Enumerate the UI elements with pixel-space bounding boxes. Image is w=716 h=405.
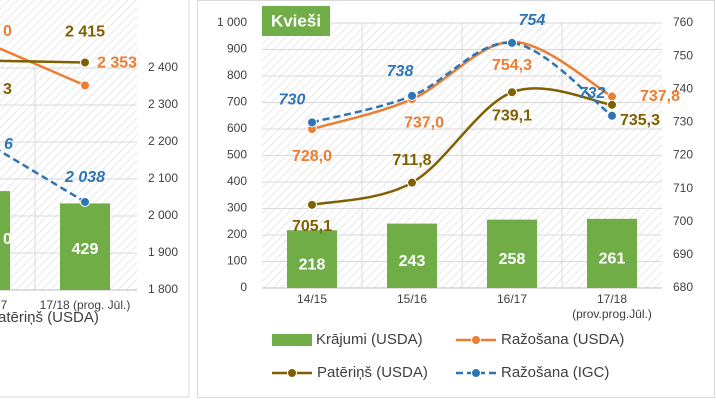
x-tick-label: 16/17 [497, 292, 527, 306]
series-marker [407, 90, 417, 101]
series-marker [607, 91, 617, 102]
legend-label: Ražošana (USDA) [501, 331, 624, 348]
series-marker [507, 87, 517, 98]
series-line [311, 41, 613, 124]
bar [387, 223, 437, 288]
chart-title: Kvieši [271, 11, 321, 30]
x-tick-label: 17/18 (prov.prog.Jūl.) [572, 292, 652, 321]
y2-tick-label: 760 [673, 15, 693, 29]
x-tick-label: 7 [1, 298, 8, 312]
legend-label: Patēriņš (USDA) [317, 364, 428, 381]
x-tick-label: 14/15 [297, 292, 327, 306]
series-value-label: 2 415 [65, 24, 105, 41]
y-tick-label: 400 [227, 174, 247, 188]
series-value-label: 754,3 [492, 57, 532, 74]
y-tick-label: 200 [227, 227, 247, 241]
y-tick-label: 700 [227, 95, 247, 109]
series-value-label: 737,8 [640, 88, 680, 105]
series-value-label: 730 [279, 92, 306, 109]
legend-marker [471, 368, 481, 378]
y-tick-label: 100 [227, 254, 247, 268]
series-marker [607, 99, 617, 110]
bar [60, 203, 110, 290]
y2-tick-label: 2 000 [148, 208, 178, 222]
legend-marker [287, 368, 297, 378]
legend-marker [471, 335, 481, 345]
y-tick-label: 800 [227, 68, 247, 82]
y-tick-label: 500 [227, 148, 247, 162]
y2-tick-label: 1 900 [148, 245, 178, 259]
series-marker [507, 37, 517, 48]
series-value-label: 737,0 [404, 114, 444, 131]
series-line [311, 87, 613, 207]
y2-tick-label: 680 [673, 280, 693, 294]
series-line [0, 59, 86, 64]
annotation: 0 [3, 231, 12, 248]
bar-value-label: 261 [599, 251, 626, 268]
series-marker [80, 196, 90, 207]
series-value-label: 705,1 [292, 218, 332, 235]
x-tick-label: 15/16 [397, 292, 427, 306]
y2-tick-label: 2 200 [148, 134, 178, 148]
series-value-label: 728,0 [292, 148, 332, 165]
bar [487, 219, 537, 288]
bar [0, 191, 10, 290]
series-value-label: 732 [579, 85, 606, 102]
y2-tick-label: 2 400 [148, 60, 178, 74]
y-tick-label: 0 [240, 280, 247, 294]
series-line [0, 47, 86, 87]
series-value-label: 735,3 [620, 112, 660, 129]
legend-label: Krājumi (USDA) [316, 331, 423, 348]
series-marker [407, 177, 417, 188]
legend-swatch [272, 334, 312, 346]
right-chart: 0 100 200 300 400 500 600 700 800 900 1 000 680 690 7… [217, 6, 693, 381]
legend-label: atēriņš (USDA) [0, 309, 99, 326]
x-tick-label: 17/18 (prog. Jūl.) [40, 298, 131, 312]
y2-tick-label: 750 [673, 48, 693, 62]
y2-tick-label: 740 [673, 81, 693, 95]
series-value-label: 754 [519, 12, 546, 29]
left-chart: 1 800 1 900 2 000 2 100 2 200 2 300 2 400 7 17/1… [0, 0, 178, 326]
bar [587, 218, 637, 288]
title-box [262, 6, 330, 36]
series-value-label: 2 353 [97, 55, 137, 72]
series-value-label: 2 038 [64, 169, 105, 186]
y-tick-label: 1 000 [217, 15, 247, 29]
annotation: 3 [3, 81, 12, 98]
series-marker [80, 80, 90, 91]
series-marker [607, 110, 617, 121]
y2-tick-label: 710 [673, 181, 693, 195]
y2-tick-label: 690 [673, 247, 693, 261]
annotation: 0 [3, 23, 12, 40]
series-value-label: 711,8 [392, 152, 431, 169]
y-tick-label: 600 [227, 121, 247, 135]
series-marker [307, 199, 317, 210]
y2-tick-label: 730 [673, 115, 693, 129]
bar-value-label: 218 [299, 256, 326, 273]
bar-value-label: 429 [72, 241, 99, 258]
series-value-label: 739,1 [492, 107, 532, 124]
y2-tick-label: 2 100 [148, 171, 178, 185]
y2-tick-label: 720 [673, 148, 693, 162]
bar [287, 230, 337, 288]
y-tick-label: 900 [227, 42, 247, 56]
bar-value-label: 258 [499, 251, 526, 268]
series-marker [307, 117, 317, 128]
y-tick-label: 300 [227, 201, 247, 215]
series-line [0, 149, 86, 204]
series-marker [80, 57, 90, 68]
annotation: 6 [4, 136, 13, 153]
series-line [311, 40, 613, 131]
legend-label: Ražošana (IGC) [501, 364, 609, 381]
bar-value-label: 243 [399, 253, 426, 270]
y2-tick-label: 2 300 [148, 97, 178, 111]
y2-tick-label: 1 800 [148, 282, 178, 296]
series-value-label: 738 [387, 63, 414, 80]
y2-tick-label: 700 [673, 214, 693, 228]
